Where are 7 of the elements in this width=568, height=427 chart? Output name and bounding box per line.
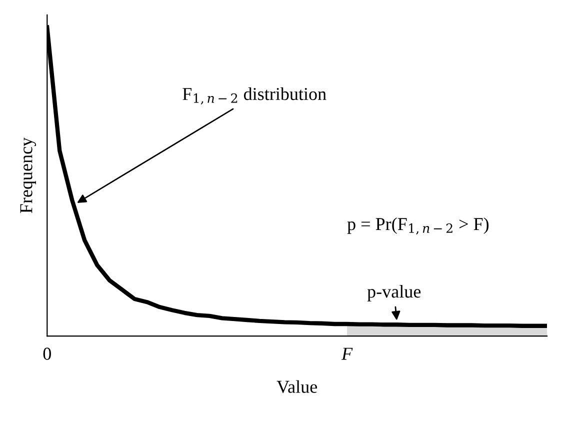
x-axis-title: Value [276,380,317,394]
annotation: p = Pr(F$_{1,n−2}$ > F) [347,217,489,235]
x-tick-label: 0 [43,348,51,360]
annotation: p-value [367,284,421,302]
x-tick-label: F [341,348,353,360]
annotation: F$_{1,n−2}$ distribution [182,87,326,104]
y-axis-title: Frequency [20,137,36,214]
